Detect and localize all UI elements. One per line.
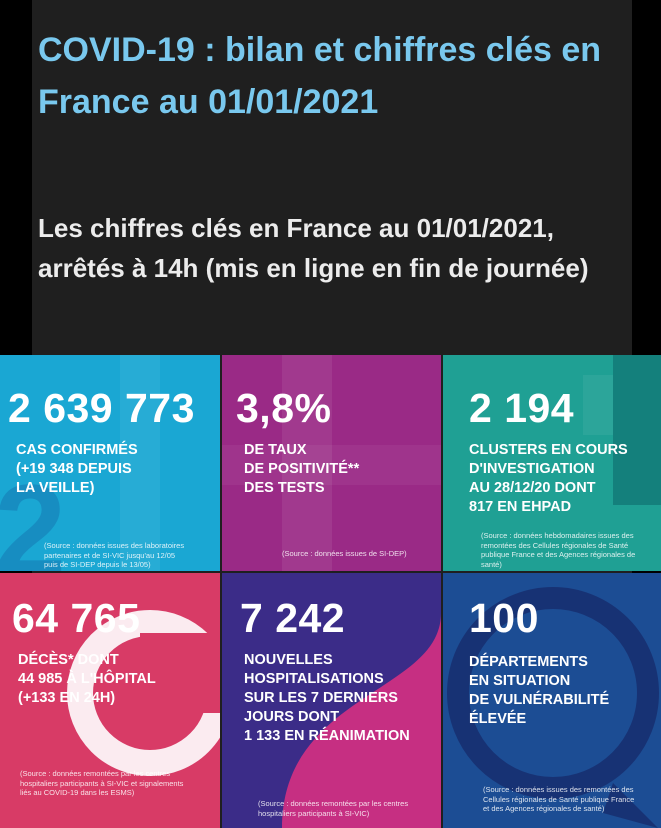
tile-label: DÉCÈS* DONT 44 985 À L'HÔPITAL (+133 EN … [18, 652, 156, 706]
tile-confirmed-cases: 2 2 639 773 CAS CONFIRMÉS (+19 348 DEPUI… [0, 355, 220, 571]
tile-source: (Source : données remontées par les cent… [20, 769, 184, 797]
tile-hospitalizations: 7 242 NOUVELLES HOSPITALISATIONS SUR LES… [222, 573, 441, 828]
tile-source: (Source : données issues de SI-DEP) [282, 549, 407, 558]
tile-label: CLUSTERS EN COURS D'INVESTIGATION AU 28/… [469, 442, 628, 515]
key-figures-infographic: 2 2 639 773 CAS CONFIRMÉS (+19 348 DEPUI… [0, 355, 661, 828]
tile-departments: 100 DÉPARTEMENTS EN SITUATION DE VULNÉRA… [443, 573, 661, 828]
tile-source: (Source : données issues des laboratoire… [44, 541, 185, 569]
tile-value: 100 [469, 595, 539, 641]
tile-source: (Source : données remontées par les cent… [258, 799, 409, 818]
tile-deaths: 64 765 DÉCÈS* DONT 44 985 À L'HÔPITAL (+… [0, 573, 220, 828]
tile-source: (Source : données hebdomadaires issues d… [481, 531, 636, 569]
tile-label: NOUVELLES HOSPITALISATIONS SUR LES 7 DER… [244, 652, 410, 744]
tile-label: DÉPARTEMENTS EN SITUATION DE VULNÉRABILI… [469, 654, 610, 727]
tile-value: 7 242 [240, 595, 346, 641]
tile-positivity-rate: 3,8% DE TAUX DE POSITIVITÉ** DES TESTS (… [222, 355, 441, 571]
tile-value: 3,8% [236, 385, 332, 431]
tile-value: 64 765 [12, 595, 141, 641]
tile-label: CAS CONFIRMÉS (+19 348 DEPUIS LA VEILLE) [16, 442, 138, 496]
tile-label: DE TAUX DE POSITIVITÉ** DES TESTS [244, 442, 360, 496]
page-subtitle: Les chiffres clés en France au 01/01/202… [38, 213, 589, 283]
tile-value: 2 639 773 [8, 385, 195, 431]
tile-source: (Source : données issues des remontées d… [483, 785, 635, 813]
tile-value: 2 194 [469, 385, 575, 431]
page-title: COVID-19 : bilan et chiffres clés en Fra… [38, 31, 602, 121]
tile-clusters: 2 194 CLUSTERS EN COURS D'INVESTIGATION … [443, 355, 661, 571]
